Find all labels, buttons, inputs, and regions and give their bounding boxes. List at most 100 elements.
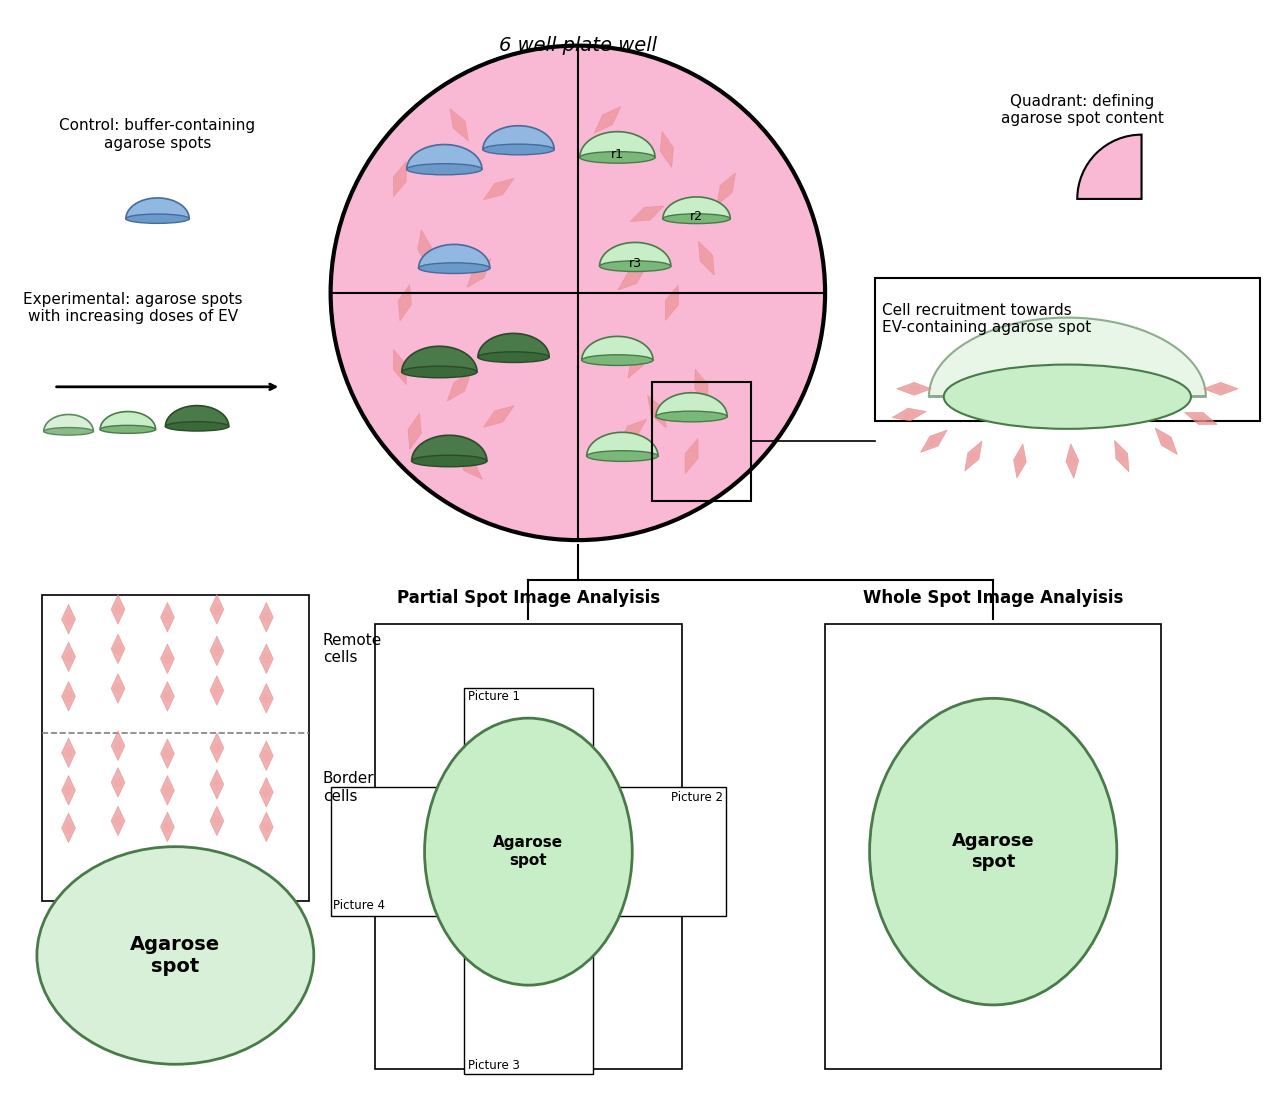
Ellipse shape xyxy=(65,785,73,795)
Ellipse shape xyxy=(663,213,730,223)
Ellipse shape xyxy=(493,411,504,421)
Polygon shape xyxy=(695,370,708,405)
Text: Cell recruitment towards
EV-containing agarose spot: Cell recruitment towards EV-containing a… xyxy=(882,302,1092,336)
Polygon shape xyxy=(484,406,515,427)
Polygon shape xyxy=(160,682,174,712)
Ellipse shape xyxy=(212,604,220,615)
Polygon shape xyxy=(210,594,224,624)
Ellipse shape xyxy=(164,748,172,759)
Ellipse shape xyxy=(402,366,477,377)
Ellipse shape xyxy=(100,426,156,433)
Ellipse shape xyxy=(114,644,122,654)
Polygon shape xyxy=(580,132,655,157)
Polygon shape xyxy=(160,644,174,673)
Circle shape xyxy=(330,45,826,540)
Ellipse shape xyxy=(44,428,93,436)
Ellipse shape xyxy=(599,261,671,272)
Polygon shape xyxy=(449,109,468,141)
Polygon shape xyxy=(663,197,730,219)
Ellipse shape xyxy=(262,653,270,664)
Polygon shape xyxy=(260,683,273,713)
Polygon shape xyxy=(618,419,646,443)
Ellipse shape xyxy=(1196,415,1207,422)
Ellipse shape xyxy=(212,742,220,754)
Bar xyxy=(652,382,751,500)
Polygon shape xyxy=(1184,412,1217,425)
Polygon shape xyxy=(408,414,421,450)
Ellipse shape xyxy=(641,209,653,218)
Text: r1: r1 xyxy=(611,148,623,162)
Ellipse shape xyxy=(483,144,554,155)
Ellipse shape xyxy=(212,779,220,790)
Ellipse shape xyxy=(454,119,463,131)
Ellipse shape xyxy=(929,437,940,446)
Ellipse shape xyxy=(164,691,172,702)
Polygon shape xyxy=(412,436,486,461)
Ellipse shape xyxy=(701,252,710,264)
Polygon shape xyxy=(456,453,483,480)
Polygon shape xyxy=(699,241,714,275)
Polygon shape xyxy=(61,604,76,634)
Polygon shape xyxy=(660,131,673,167)
Ellipse shape xyxy=(580,152,655,163)
Ellipse shape xyxy=(164,612,172,623)
Polygon shape xyxy=(1115,440,1129,472)
Polygon shape xyxy=(210,636,224,666)
Polygon shape xyxy=(260,778,273,807)
Polygon shape xyxy=(1155,428,1178,454)
Polygon shape xyxy=(419,244,490,268)
Ellipse shape xyxy=(212,816,220,826)
Polygon shape xyxy=(965,441,982,471)
Polygon shape xyxy=(1014,444,1027,478)
Ellipse shape xyxy=(1117,450,1126,462)
Ellipse shape xyxy=(262,612,270,623)
Ellipse shape xyxy=(869,698,1117,1005)
Polygon shape xyxy=(210,733,224,762)
Ellipse shape xyxy=(212,646,220,656)
Polygon shape xyxy=(685,439,698,474)
Ellipse shape xyxy=(114,683,122,694)
Text: Picture 1: Picture 1 xyxy=(468,691,520,703)
Ellipse shape xyxy=(943,364,1190,429)
Ellipse shape xyxy=(37,847,314,1065)
Text: Partial Spot Image Analyisis: Partial Spot Image Analyisis xyxy=(397,590,660,607)
Polygon shape xyxy=(627,345,646,378)
Ellipse shape xyxy=(65,748,73,758)
Polygon shape xyxy=(111,594,125,624)
Ellipse shape xyxy=(632,356,641,369)
Polygon shape xyxy=(398,285,411,321)
Ellipse shape xyxy=(627,273,637,283)
Polygon shape xyxy=(407,144,483,169)
Ellipse shape xyxy=(262,693,270,704)
Polygon shape xyxy=(594,107,621,133)
Ellipse shape xyxy=(65,614,73,625)
Polygon shape xyxy=(582,337,653,360)
Polygon shape xyxy=(717,173,736,206)
Text: r3: r3 xyxy=(628,257,641,271)
Ellipse shape xyxy=(164,653,172,664)
Polygon shape xyxy=(61,738,76,768)
Polygon shape xyxy=(477,333,549,358)
Ellipse shape xyxy=(401,296,408,309)
Ellipse shape xyxy=(477,352,549,363)
Polygon shape xyxy=(111,806,125,836)
Ellipse shape xyxy=(904,411,915,418)
Text: 6 well plate well: 6 well plate well xyxy=(499,35,657,55)
Text: Agarose
spot: Agarose spot xyxy=(131,935,220,976)
Text: Control: buffer-containing
agarose spots: Control: buffer-containing agarose spots xyxy=(59,119,256,151)
Polygon shape xyxy=(160,603,174,632)
Polygon shape xyxy=(648,395,667,428)
Polygon shape xyxy=(44,415,93,431)
Polygon shape xyxy=(897,383,932,395)
Text: r2: r2 xyxy=(690,210,703,223)
Text: Remote
cells: Remote cells xyxy=(323,632,381,666)
Ellipse shape xyxy=(474,267,484,278)
Polygon shape xyxy=(393,162,406,197)
Bar xyxy=(874,278,1261,421)
Ellipse shape xyxy=(1016,455,1024,468)
Text: Whole Spot Image Analyisis: Whole Spot Image Analyisis xyxy=(863,590,1124,607)
Ellipse shape xyxy=(1069,455,1076,468)
Bar xyxy=(330,788,460,916)
Ellipse shape xyxy=(663,143,671,156)
Polygon shape xyxy=(484,178,515,200)
